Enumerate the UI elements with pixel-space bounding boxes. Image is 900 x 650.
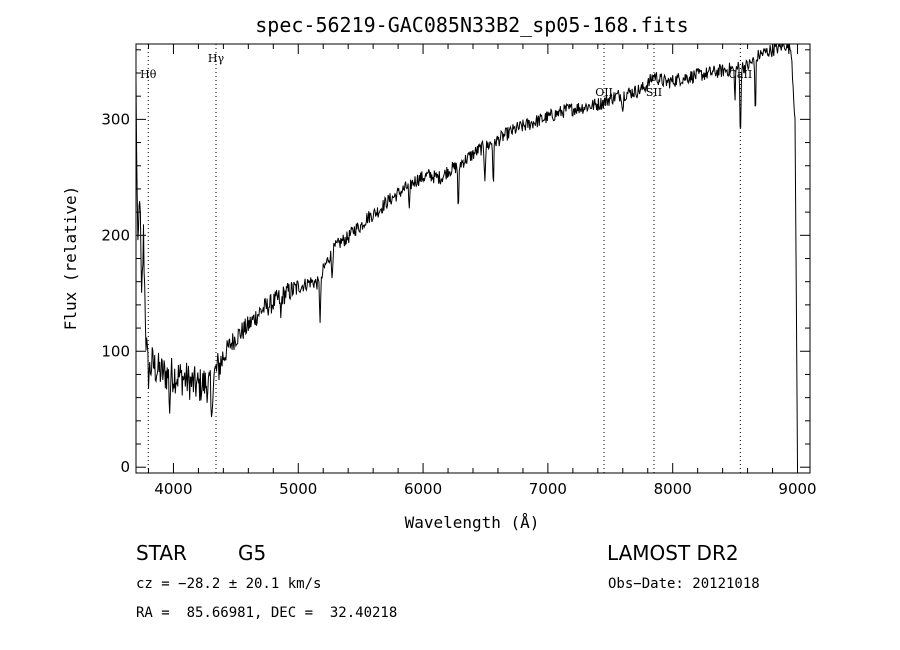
spectral-line-label: CaII: [729, 68, 753, 81]
x-tick-label: 5000: [279, 480, 317, 498]
survey-name: LAMOST DR2: [607, 541, 739, 565]
redshift-cz: cz = −28.2 ± 20.1 km/s: [136, 576, 322, 592]
object-subclass: G5: [238, 541, 267, 565]
spectral-line-label: Hθ: [140, 68, 157, 81]
obs-date: Obs−Date: 20121018: [608, 576, 760, 592]
coordinates: RA = 85.66981, DEC = 32.40218: [136, 605, 398, 621]
x-tick-label: 8000: [654, 480, 692, 498]
y-tick-label: 100: [101, 342, 130, 360]
x-tick-label: 7000: [529, 480, 567, 498]
spectral-line-label: SII: [646, 86, 662, 99]
spectral-line-label: OII: [595, 86, 613, 99]
x-axis-ticks: 4000 5000 6000 7000 8000 9000: [147, 44, 817, 498]
spectrum-line: [135, 43, 798, 468]
plot-border: [135, 43, 811, 474]
x-tick-label: 4000: [154, 480, 192, 498]
spectral-line-label: Hγ: [208, 52, 225, 65]
y-tick-label: 200: [101, 226, 130, 244]
chart-title: spec-56219-GAC085N33B2_sp05-168.fits: [255, 13, 688, 37]
y-axis-label: Flux (relative): [61, 186, 80, 331]
x-tick-label: 6000: [404, 480, 442, 498]
y-axis-ticks: 0 100 200 300: [101, 49, 810, 476]
object-class: STAR: [136, 541, 187, 565]
x-tick-label: 9000: [778, 480, 816, 498]
plot-frame: [135, 43, 811, 474]
y-tick-label: 0: [120, 458, 130, 476]
x-axis-label: Wavelength (Å): [405, 513, 540, 532]
spectral-line-markers: Hθ Hγ OII SII CaII: [140, 44, 752, 473]
y-tick-label: 300: [101, 110, 130, 128]
